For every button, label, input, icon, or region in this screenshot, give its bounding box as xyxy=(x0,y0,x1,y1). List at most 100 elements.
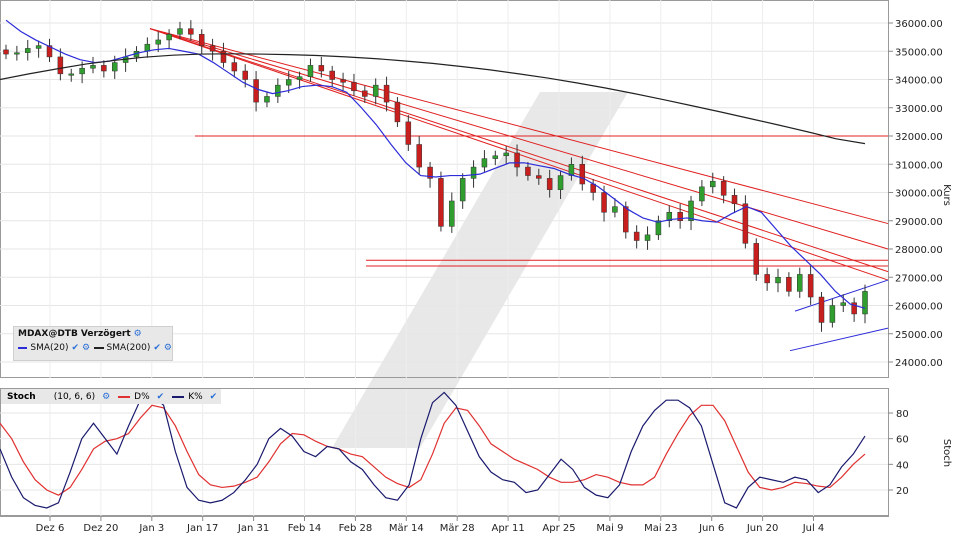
candle-body xyxy=(797,274,803,292)
price-tick-label: 30000.00 xyxy=(895,189,943,200)
candle-body xyxy=(612,206,618,213)
check-icon[interactable]: ✔ xyxy=(153,343,161,353)
price-tick-label: 36000.00 xyxy=(895,19,943,30)
candle-body xyxy=(503,152,509,157)
price-tick-label: 27000.00 xyxy=(895,273,943,284)
candle-body xyxy=(731,195,738,205)
check-icon[interactable]: ✔ xyxy=(71,343,80,353)
candle-body xyxy=(90,65,96,69)
x-tick-label: Feb 28 xyxy=(339,523,373,534)
candle-body xyxy=(633,231,640,241)
candle-body xyxy=(525,166,531,176)
sma200-line xyxy=(0,53,866,145)
candle-body xyxy=(285,79,292,86)
x-tick-label: Mai 9 xyxy=(596,523,623,534)
y-tick-labels: 36000.00 35000.00 34000.00 33000.00 32000.00… xyxy=(895,19,943,497)
candle-body xyxy=(514,152,520,168)
x-tick-label: Apr 11 xyxy=(491,523,524,534)
stoch-tick-label: 60 xyxy=(896,435,909,446)
price-panel-frame xyxy=(0,0,889,378)
x-tick-label: Apr 25 xyxy=(542,523,575,534)
candle-body xyxy=(177,28,183,35)
candle-body xyxy=(318,65,325,72)
check-icon[interactable]: ✔ xyxy=(209,391,218,402)
candle-body xyxy=(155,39,161,45)
d-swatch xyxy=(118,395,131,398)
stoch-panel-frame xyxy=(0,388,889,516)
overlay-lines xyxy=(149,28,889,352)
trend-fan-line xyxy=(149,28,889,250)
candle-body xyxy=(492,155,499,159)
stoch-k-label: K% xyxy=(188,391,203,402)
candle-body xyxy=(209,45,216,52)
channel-lower-line xyxy=(789,327,889,352)
candle-body xyxy=(546,178,553,190)
check-icon[interactable]: ✔ xyxy=(156,391,165,402)
candle-body xyxy=(188,28,194,35)
candle-body xyxy=(307,65,314,77)
candle-body xyxy=(753,243,760,275)
candle-body xyxy=(329,70,335,80)
candle-body xyxy=(862,291,868,315)
price-legend: MDAX@DTB Verzögert ⚙ SMA(20) ✔ ⚙ SMA(200… xyxy=(13,326,173,361)
settings-icon[interactable]: ⚙ xyxy=(133,329,142,339)
watermark xyxy=(332,92,628,448)
candle-body xyxy=(775,277,781,284)
candle-body xyxy=(405,121,412,145)
candle-body xyxy=(35,45,42,49)
price-tick-label: 29000.00 xyxy=(895,217,943,228)
candle-body xyxy=(481,158,488,168)
price-tick-label: 33000.00 xyxy=(895,104,943,115)
candle-body xyxy=(807,274,814,298)
candle-body xyxy=(579,164,586,185)
stoch-y-label: Stoch xyxy=(941,439,952,467)
candle-body xyxy=(166,34,172,41)
candle-body xyxy=(57,56,64,75)
price-tick-label: 24000.00 xyxy=(895,358,943,369)
x-tick-label: Mai 23 xyxy=(644,523,677,534)
candle-body xyxy=(362,90,368,97)
x-tick-label: Mär 14 xyxy=(389,523,424,534)
candle-body xyxy=(840,302,847,306)
candle-body xyxy=(449,200,455,227)
candles xyxy=(3,20,868,332)
sma20-swatch xyxy=(18,347,28,349)
candle-body xyxy=(688,200,694,222)
candle-body xyxy=(536,175,542,179)
x-tick-label: Jan 31 xyxy=(237,523,269,534)
candle-body xyxy=(568,164,575,176)
candle-body xyxy=(383,84,390,103)
stoch-grid xyxy=(0,389,893,516)
stoch-d-line xyxy=(0,404,866,496)
candle-body xyxy=(829,305,836,323)
x-tick-label: Mär 28 xyxy=(440,523,475,534)
price-y-label: Kurs xyxy=(941,184,952,206)
settings-icon[interactable]: ⚙ xyxy=(102,391,111,402)
candle-body xyxy=(666,212,673,221)
k-swatch xyxy=(172,395,185,398)
stoch-tick-label: 40 xyxy=(896,460,909,471)
settings-icon[interactable]: ⚙ xyxy=(82,343,91,353)
price-tick-label: 26000.00 xyxy=(895,302,943,313)
candle-body xyxy=(851,302,857,315)
sma-lines xyxy=(0,19,866,309)
candle-body xyxy=(459,178,466,202)
candle-body xyxy=(68,73,74,76)
candle-body xyxy=(644,234,651,241)
x-tick-label: Dez 20 xyxy=(83,523,118,534)
price-tick-label: 32000.00 xyxy=(895,132,943,143)
candle-body xyxy=(720,180,727,196)
price-tick-label: 25000.00 xyxy=(895,330,943,341)
candle-body xyxy=(264,96,270,103)
candle-body xyxy=(296,76,303,80)
x-tick-label: Dez 6 xyxy=(36,523,65,534)
stoch-legend: Stoch (10, 6, 6) ⚙ D% ✔ K% ✔ xyxy=(1,389,222,404)
candle-body xyxy=(340,79,346,83)
stoch-title: Stoch xyxy=(7,391,36,402)
candle-body xyxy=(818,296,825,323)
price-tick-label: 31000.00 xyxy=(895,160,943,171)
settings-icon[interactable]: ⚙ xyxy=(163,343,172,353)
candle-body xyxy=(111,62,118,72)
legend-sma200-label: SMA(200) xyxy=(106,343,151,353)
